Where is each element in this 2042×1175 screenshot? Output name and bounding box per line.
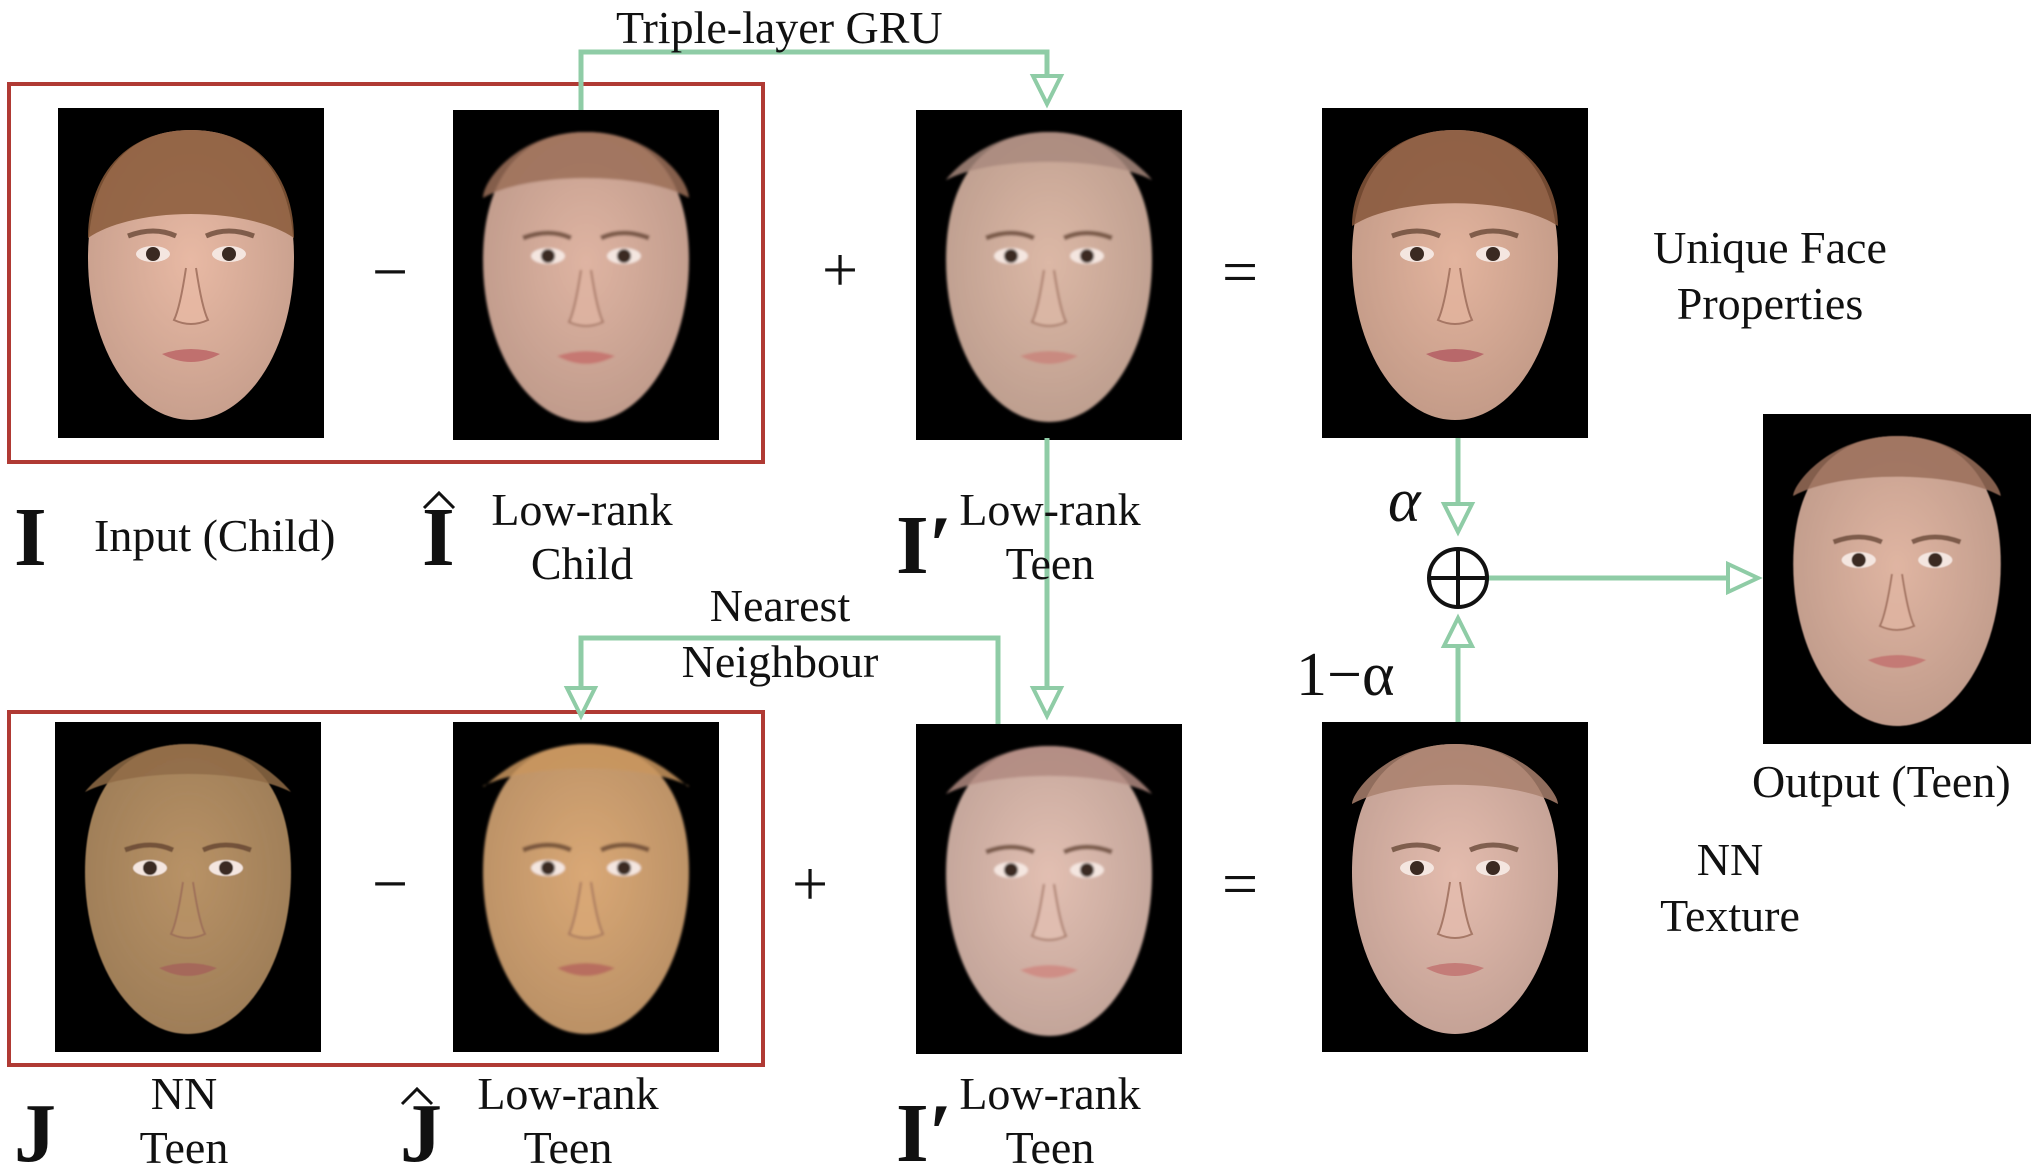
op-minus-top: − xyxy=(371,236,409,307)
output-label: Output (Teen) xyxy=(1752,756,2011,807)
face-lowrank-child xyxy=(453,110,719,440)
label-unique-line2: Properties xyxy=(1676,278,1864,329)
symbol-nn: J xyxy=(14,1087,56,1175)
face-nn-texture xyxy=(1322,722,1588,1052)
face-unique-properties xyxy=(1322,108,1588,438)
op-minus-bottom: − xyxy=(371,848,409,919)
symbol-lowrank-teen-top: I′ xyxy=(896,499,953,592)
oplus-icon xyxy=(1427,547,1489,609)
face-lowrank-teen-bottom xyxy=(916,724,1182,1054)
alpha-arrowhead xyxy=(1440,502,1476,537)
label-lowrank-child-line2: Child xyxy=(530,538,634,589)
one-minus-alpha-label: 1−α xyxy=(1296,641,1395,709)
label-lowrank-teen-bottom-line1: Low-rank xyxy=(959,1068,1141,1119)
label-lowrank-teen-top-line1: Low-rank xyxy=(959,484,1141,535)
label-nn-line1: NN xyxy=(150,1068,218,1119)
op-equals-top: = xyxy=(1221,236,1259,307)
nn-label-line2: Neighbour xyxy=(681,636,879,687)
label-nn-line2: Teen xyxy=(139,1122,229,1173)
nn-arrowhead xyxy=(563,686,599,721)
face-output-teen xyxy=(1763,414,2031,744)
label-texture-line2: Texture xyxy=(1660,890,1800,941)
hat-icon-lowrank-child xyxy=(422,490,456,510)
label-lowrank-teen-top-line2: Teen xyxy=(1005,538,1095,589)
label-input: Input (Child) xyxy=(94,510,336,561)
alpha-label: α xyxy=(1388,467,1421,535)
gru-label: Triple-layer GRU xyxy=(616,2,943,53)
face-lowrank-teen-top xyxy=(916,110,1182,440)
face-lowrank-nn-teen xyxy=(453,722,719,1052)
nn-label-line1: Nearest xyxy=(709,580,851,631)
label-texture-line1: NN xyxy=(1696,834,1764,885)
face-nn-teen xyxy=(55,722,321,1052)
nn-arrow xyxy=(578,635,1001,724)
symbol-input: I xyxy=(14,491,47,584)
label-lowrank-teen-bottom-line2: Teen xyxy=(1005,1122,1095,1173)
face-input-child xyxy=(58,108,324,438)
red-box-bottom xyxy=(7,710,765,1067)
output-arrowhead xyxy=(1726,560,1763,596)
one-minus-alpha-arrowhead xyxy=(1440,613,1476,648)
gru-arrowhead xyxy=(1029,74,1065,109)
symbol-lowrank-teen-bottom: I′ xyxy=(896,1087,953,1175)
symbol-lowrank-child: I xyxy=(422,491,455,584)
symbol-lowrank-nn: J xyxy=(400,1087,442,1175)
op-plus-bottom: + xyxy=(791,848,829,919)
label-lowrank-nn-line1: Low-rank xyxy=(477,1068,659,1119)
gru-arrow xyxy=(578,49,1050,110)
op-plus-top: + xyxy=(821,234,859,305)
label-unique-line1: Unique Face xyxy=(1653,222,1887,273)
teen-down-arrowhead xyxy=(1029,686,1065,721)
label-lowrank-child-line1: Low-rank xyxy=(491,484,673,535)
hat-icon-lowrank-nn xyxy=(400,1086,434,1106)
label-lowrank-nn-line2: Teen xyxy=(523,1122,613,1173)
op-equals-bottom: = xyxy=(1221,848,1259,919)
red-box-top xyxy=(7,82,765,464)
